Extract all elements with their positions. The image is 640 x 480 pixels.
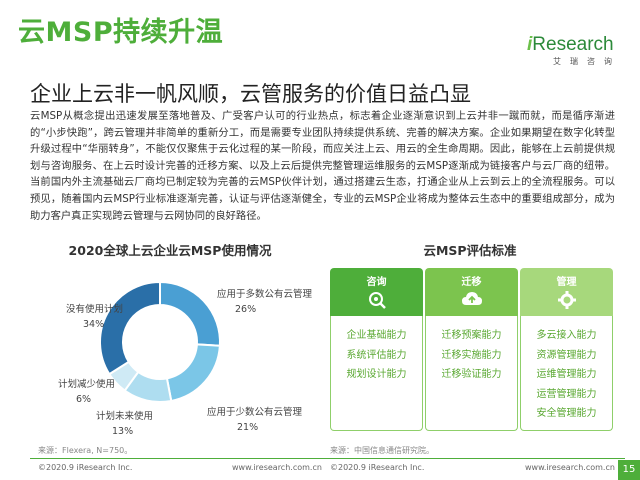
- footer-url-left: www.iresearch.com.cn: [232, 463, 322, 472]
- label-most-public-cloud: 应用于多数公有云管理 26%: [217, 289, 313, 315]
- page-number: 15: [618, 460, 640, 480]
- criterion-item: 运维管理能力: [536, 369, 597, 380]
- label-plan-reduce: 计划减少使用 6%: [58, 379, 116, 405]
- slice-few-public-cloud: [165, 343, 221, 403]
- criterion-item: 运营管理能力: [536, 388, 597, 400]
- criterion-item: 迁移预案能力: [441, 330, 502, 341]
- criterion-item: 企业基础能力: [346, 330, 407, 341]
- iresearch-logo: iResearch 艾瑞咨询: [527, 34, 627, 67]
- column-header-manage: 管理: [520, 268, 613, 316]
- consult-icon: [367, 290, 387, 313]
- donut-chart: [99, 280, 221, 403]
- evaluation-source: 来源：中国信息通信研究院。: [330, 446, 434, 455]
- label-few-public-cloud: 应用于少数公有云管理 21%: [207, 407, 303, 433]
- criterion-item: 系统评估能力: [346, 349, 407, 361]
- cloud-upload-icon: [461, 290, 483, 311]
- column-migrate: 迁移 迁移预案能力 迁移实施能力 迁移验证能力: [425, 268, 518, 431]
- criterion-item: 迁移实施能力: [441, 349, 502, 361]
- column-header-migrate: 迁移: [425, 268, 518, 316]
- label-plan-future: 计划未来使用 13%: [96, 411, 154, 437]
- footer-copyright-left: ©2020.9 iResearch Inc.: [38, 463, 133, 472]
- criterion-item: 多云接入能力: [536, 330, 597, 341]
- logo-wordmark: iResearch: [527, 34, 614, 55]
- slice-no-plan: [99, 280, 161, 376]
- column-header-consult: 咨询: [330, 268, 423, 316]
- chart-title: 2020全球上云企业云MSP使用情况: [68, 243, 272, 258]
- page-title: 云MSP持续升温: [18, 17, 224, 48]
- page-subtitle: 企业上云非一帆风顺，云管服务的价值日益凸显: [30, 82, 471, 106]
- chart-source: 来源：Flexera, N=750。: [38, 446, 133, 455]
- slice-most-public-cloud: [159, 280, 221, 347]
- footer-copyright-right: ©2020.9 iResearch Inc.: [330, 463, 425, 472]
- criterion-item: 安全管理能力: [536, 408, 597, 419]
- footer-divider: [30, 458, 625, 459]
- body-paragraph: 云MSP从概念提出迅速发展至落地普及、广受客户认可的行业热点，标志着企业逐渐意识…: [30, 110, 615, 222]
- logo-subtext: 艾瑞咨询: [553, 57, 621, 66]
- criterion-item: 资源管理能力: [536, 349, 597, 361]
- footer-url-right: www.iresearch.com.cn: [525, 463, 615, 472]
- evaluation-title: 云MSP评估标准: [423, 243, 517, 258]
- manage-icon: [557, 290, 577, 313]
- column-manage: 管理 多云接入能力 资源管理能力 运维管理能力 运营管理能力 安全管理能力: [520, 268, 613, 431]
- criterion-item: 规划设计能力: [346, 369, 407, 380]
- column-consult: 咨询 企业基础能力 系统评估能力 规划设计能力: [330, 268, 423, 431]
- label-no-plan: 没有使用计划 34%: [66, 304, 124, 330]
- criterion-item: 迁移验证能力: [441, 369, 502, 380]
